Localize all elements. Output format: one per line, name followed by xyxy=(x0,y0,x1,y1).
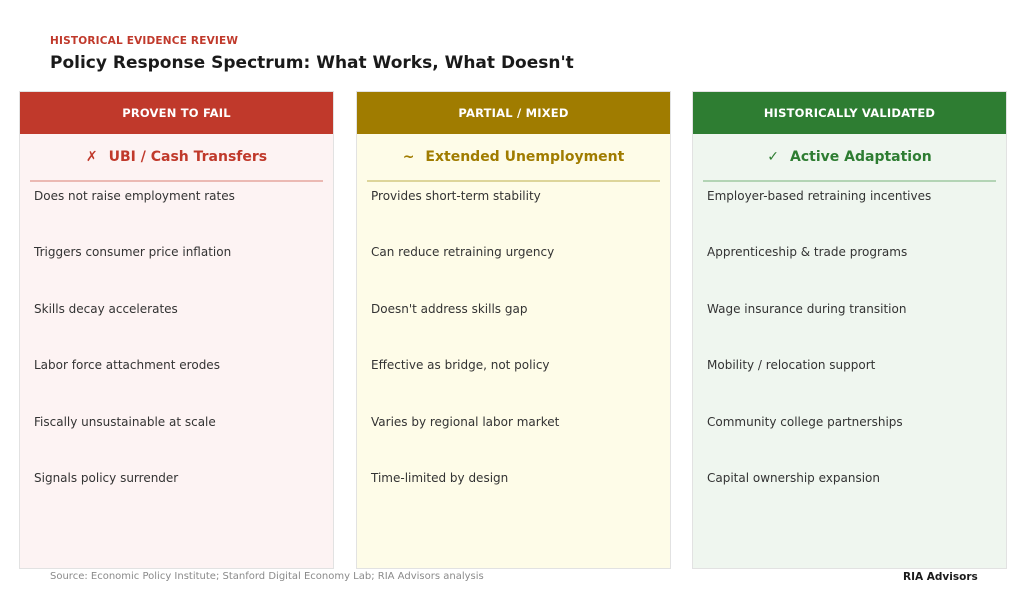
column-subtitle-text: Active Adaptation xyxy=(790,149,932,165)
column-header: PARTIAL / MIXED xyxy=(357,92,670,134)
list-item: Signals policy surrender xyxy=(34,471,179,485)
column-historically-validated: HISTORICALLY VALIDATED ✓ Active Adaptati… xyxy=(692,91,1007,569)
divider xyxy=(703,180,996,182)
list-item: Doesn't address skills gap xyxy=(371,302,528,316)
list-item: Can reduce retraining urgency xyxy=(371,245,555,259)
list-item: Community college partnerships xyxy=(707,415,903,429)
page-title: Policy Response Spectrum: What Works, Wh… xyxy=(50,53,574,73)
tilde-icon: ~ xyxy=(402,149,415,165)
column-subtitle: ~ Extended Unemployment xyxy=(357,134,670,180)
list-item: Skills decay accelerates xyxy=(34,302,178,316)
list-item: Triggers consumer price inflation xyxy=(34,245,232,259)
list-item: Labor force attachment erodes xyxy=(34,358,220,372)
list-item: Provides short-term stability xyxy=(371,189,541,203)
list-item: Wage insurance during transition xyxy=(707,302,907,316)
list-item: Employer-based retraining incentives xyxy=(707,189,932,203)
column-proven-to-fail: PROVEN TO FAIL ✗ UBI / Cash Transfers Do… xyxy=(19,91,334,569)
column-header: HISTORICALLY VALIDATED xyxy=(693,92,1006,134)
list-item: Varies by regional labor market xyxy=(371,415,560,429)
cross-icon: ✗ xyxy=(85,149,98,165)
list-item: Apprenticeship & trade programs xyxy=(707,245,908,259)
brand-label: RIA Advisors xyxy=(903,571,978,583)
check-icon: ✓ xyxy=(767,149,780,165)
list-item: Fiscally unsustainable at scale xyxy=(34,415,216,429)
list-item: Effective as bridge, not policy xyxy=(371,358,550,372)
list-item: Mobility / relocation support xyxy=(707,358,876,372)
column-subtitle-text: Extended Unemployment xyxy=(425,149,625,165)
source-note: Source: Economic Policy Institute; Stanf… xyxy=(50,571,484,582)
divider xyxy=(30,180,323,182)
column-subtitle: ✓ Active Adaptation xyxy=(693,134,1006,180)
column-subtitle-text: UBI / Cash Transfers xyxy=(108,149,268,165)
list-item: Time-limited by design xyxy=(371,471,509,485)
list-item: Capital ownership expansion xyxy=(707,471,880,485)
column-subtitle: ✗ UBI / Cash Transfers xyxy=(20,134,333,180)
divider xyxy=(367,180,660,182)
column-partial-mixed: PARTIAL / MIXED ~ Extended Unemployment … xyxy=(356,91,671,569)
eyebrow-label: HISTORICAL EVIDENCE REVIEW xyxy=(50,35,239,47)
list-item: Does not raise employment rates xyxy=(34,189,235,203)
column-header: PROVEN TO FAIL xyxy=(20,92,333,134)
